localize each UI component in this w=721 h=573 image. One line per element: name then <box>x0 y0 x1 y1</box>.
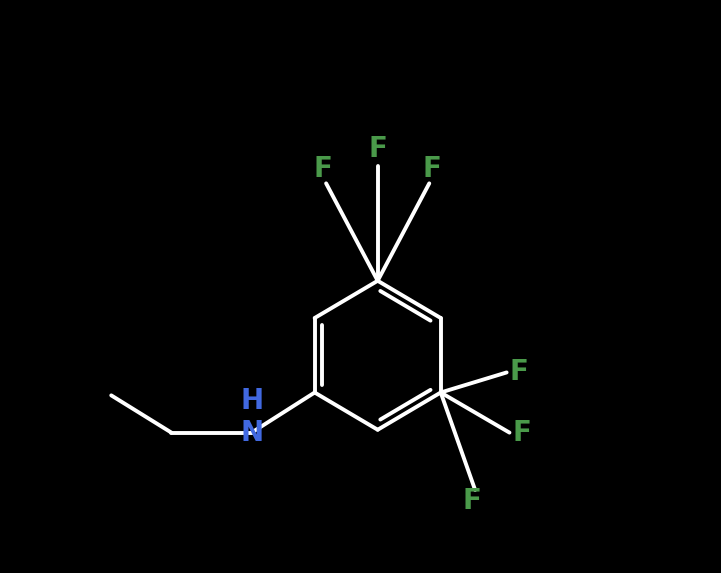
Text: N: N <box>240 419 263 446</box>
Text: H: H <box>240 387 263 415</box>
Text: F: F <box>513 419 531 446</box>
Text: F: F <box>368 135 387 163</box>
Text: F: F <box>510 359 528 386</box>
Text: F: F <box>423 155 441 183</box>
Text: F: F <box>463 488 482 515</box>
Text: F: F <box>314 155 332 183</box>
